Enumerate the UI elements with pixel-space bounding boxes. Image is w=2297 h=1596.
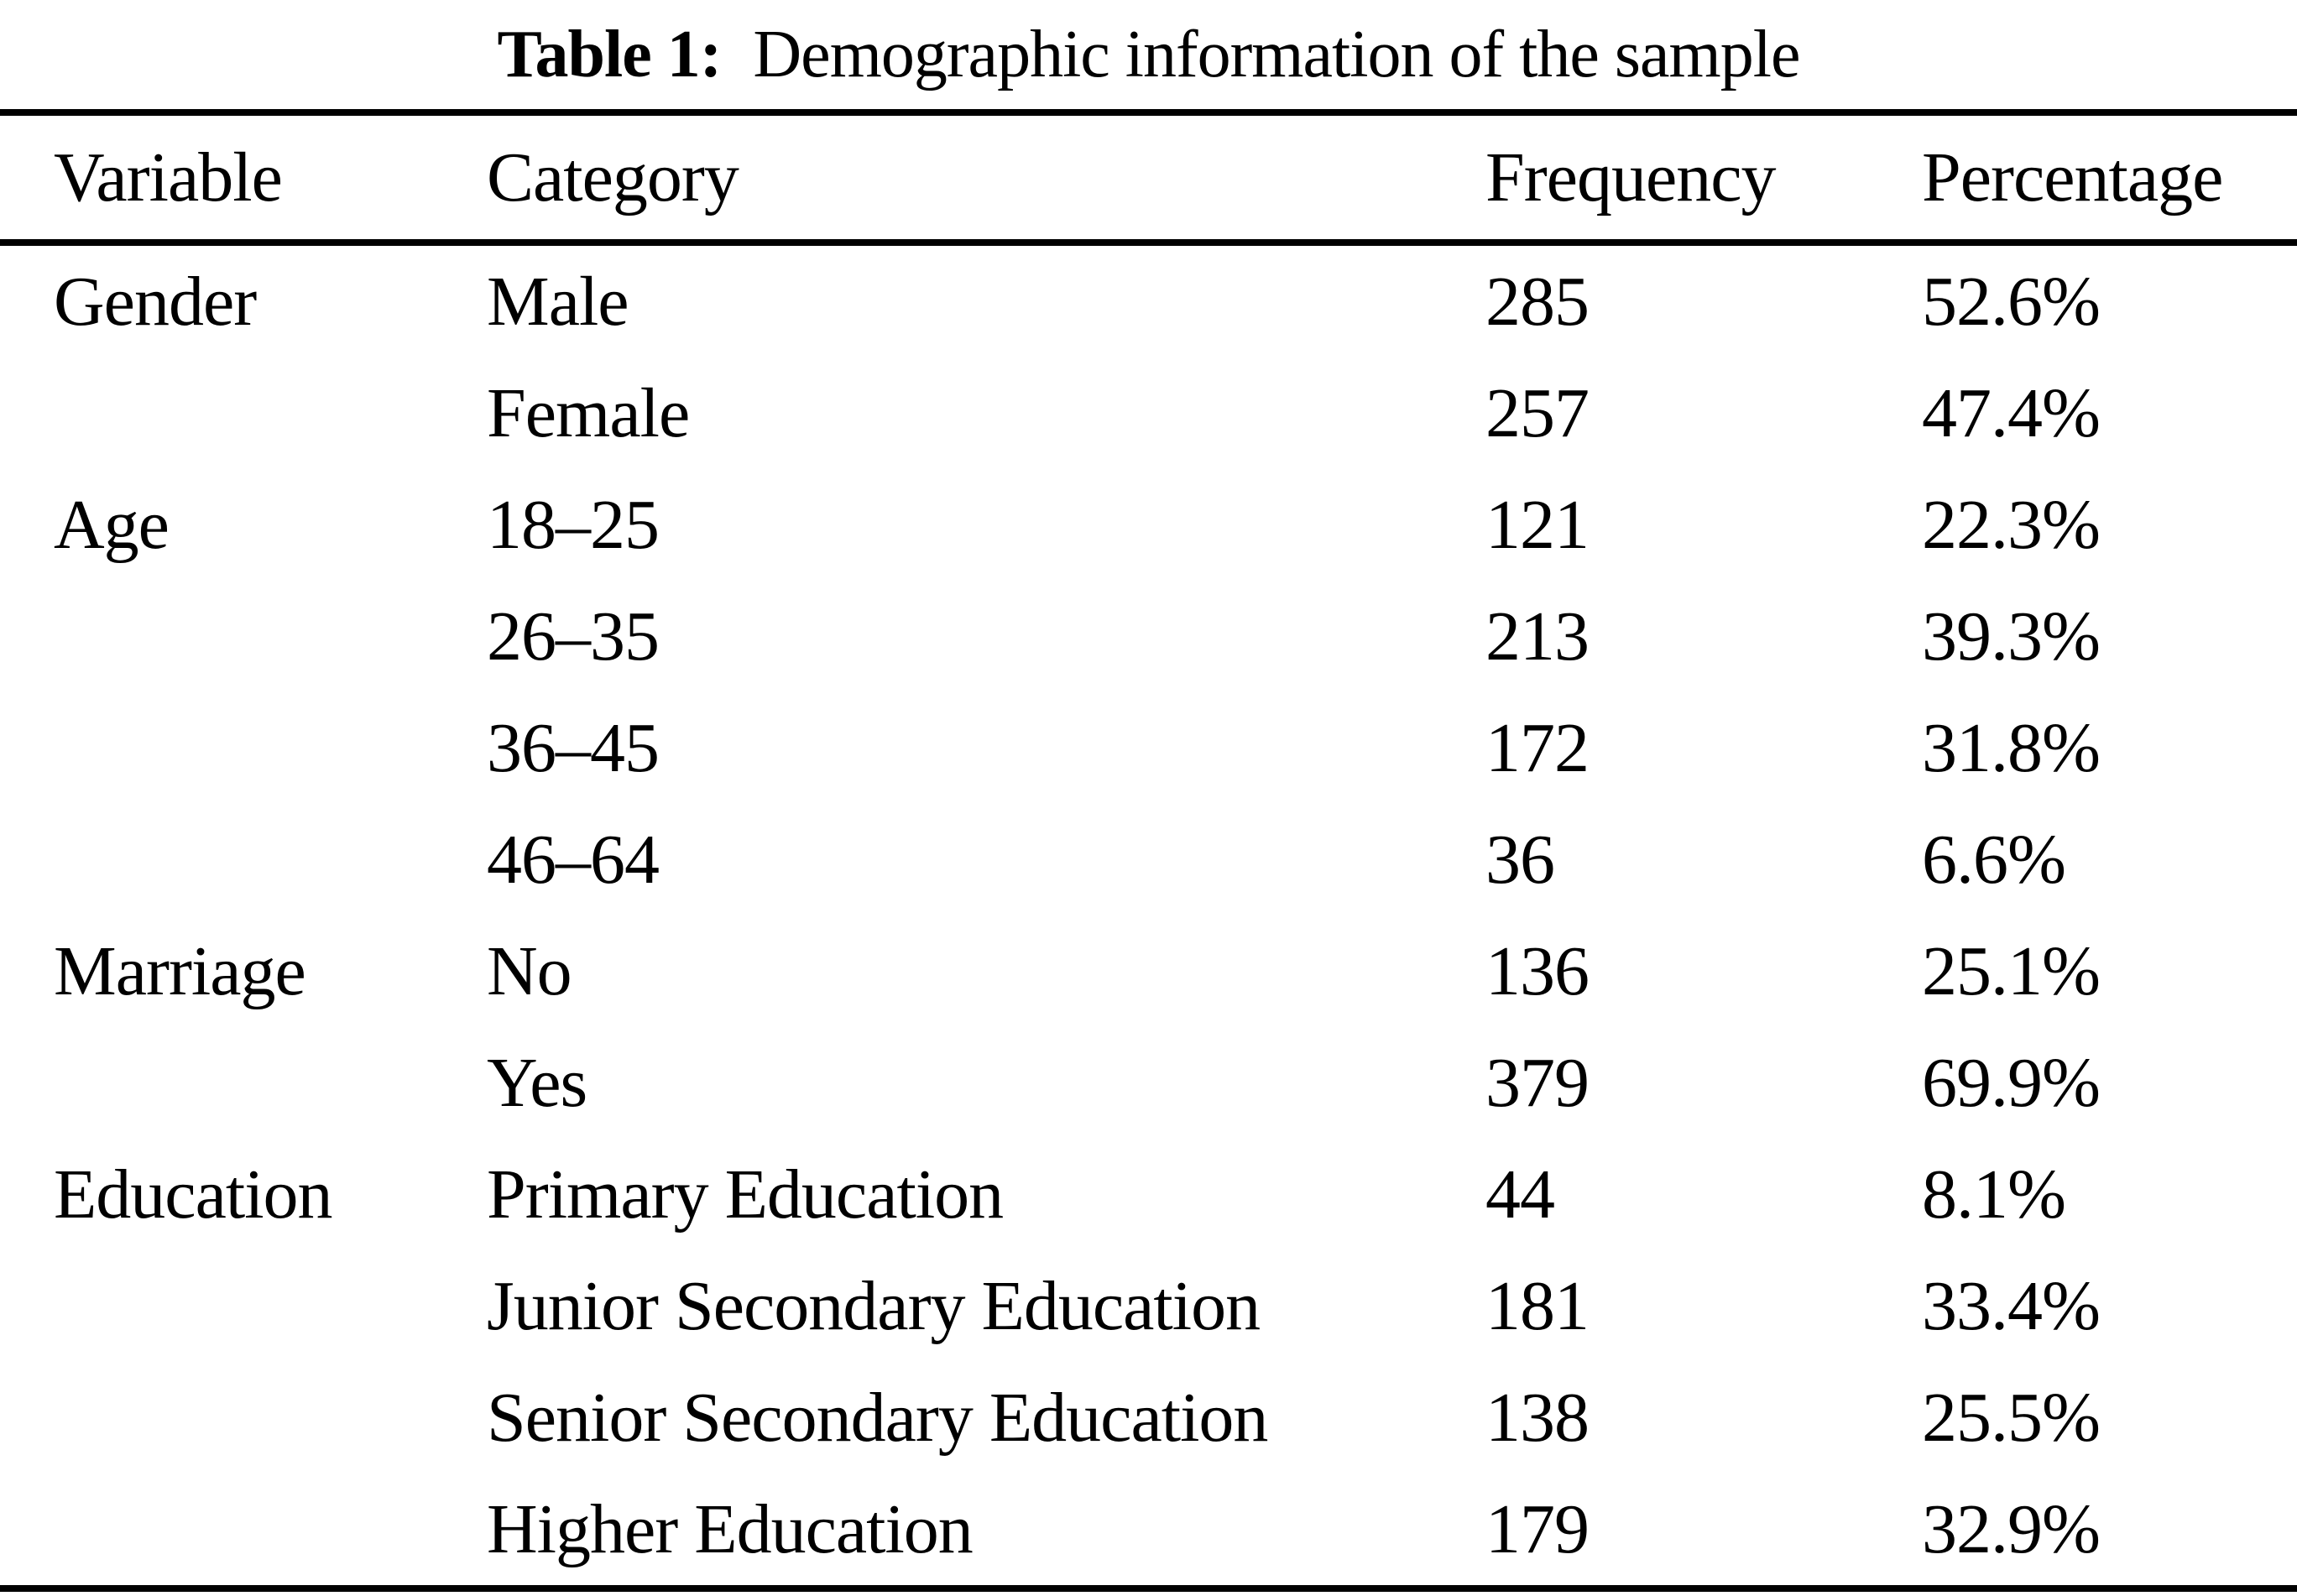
cell-frequency: 285 — [1485, 263, 1590, 341]
cell-percentage: 33.4% — [1922, 1267, 2101, 1345]
cell-variable — [0, 1473, 487, 1588]
cell-percentage: 32.9% — [1922, 1490, 2101, 1568]
table-row: Higher Education 179 32.9% — [0, 1473, 2297, 1588]
table-row: 26–35 213 39.3% — [0, 581, 2297, 692]
cell-category: Junior Secondary Education — [487, 1267, 1261, 1345]
table-header: Variable Category Frequency Percentage — [0, 112, 2297, 246]
cell-frequency: 121 — [1485, 486, 1590, 564]
column-header-variable: Variable — [0, 112, 487, 246]
cell-category: 26–35 — [487, 597, 660, 675]
cell-frequency: 257 — [1485, 374, 1590, 452]
demographics-table: Variable Category Frequency Percentage G… — [0, 109, 2297, 1592]
cell-category: 46–64 — [487, 821, 660, 899]
table-caption: Table 1: Demographic information of the … — [0, 0, 2297, 109]
cell-category: 36–45 — [487, 709, 660, 787]
table-row: Gender Male 285 52.6% — [0, 243, 2297, 357]
table-row: Junior Secondary Education 181 33.4% — [0, 1250, 2297, 1362]
table-row: Marriage No 136 25.1% — [0, 915, 2297, 1027]
table-row: Female 257 47.4% — [0, 357, 2297, 469]
cell-frequency: 44 — [1485, 1155, 1555, 1234]
cell-frequency: 136 — [1485, 932, 1590, 1010]
cell-variable — [0, 804, 487, 915]
cell-variable: Marriage — [54, 932, 306, 1010]
cell-percentage: 47.4% — [1922, 374, 2101, 452]
table-caption-label: Table 1: — [497, 17, 723, 91]
cell-variable — [0, 1250, 487, 1362]
cell-variable: Education — [54, 1155, 333, 1234]
column-header-frequency: Frequency — [1485, 112, 1922, 246]
cell-category: Higher Education — [487, 1490, 974, 1568]
cell-variable: Gender — [54, 263, 257, 341]
cell-variable: Age — [54, 486, 170, 564]
cell-percentage: 6.6% — [1922, 821, 2066, 899]
cell-frequency: 138 — [1485, 1379, 1590, 1457]
cell-category: Primary Education — [487, 1155, 1004, 1234]
cell-percentage: 8.1% — [1922, 1155, 2066, 1234]
cell-frequency: 172 — [1485, 709, 1590, 787]
table-row: Yes 379 69.9% — [0, 1027, 2297, 1139]
cell-variable — [0, 581, 487, 692]
cell-variable — [0, 692, 487, 804]
cell-percentage: 52.6% — [1922, 263, 2101, 341]
table-row: 46–64 36 6.6% — [0, 804, 2297, 915]
cell-frequency: 379 — [1485, 1044, 1590, 1122]
column-header-percentage: Percentage — [1922, 112, 2297, 246]
cell-category: No — [487, 932, 572, 1010]
cell-variable — [0, 357, 487, 469]
cell-frequency: 36 — [1485, 821, 1555, 899]
cell-frequency: 179 — [1485, 1490, 1590, 1568]
cell-percentage: 25.1% — [1922, 932, 2101, 1010]
cell-percentage: 25.5% — [1922, 1379, 2101, 1457]
header-row: Variable Category Frequency Percentage — [0, 112, 2297, 246]
cell-percentage: 69.9% — [1922, 1044, 2101, 1122]
table-row: 36–45 172 31.8% — [0, 692, 2297, 804]
table-row: Age 18–25 121 22.3% — [0, 469, 2297, 581]
cell-category: Senior Secondary Education — [487, 1379, 1268, 1457]
cell-category: Male — [487, 263, 629, 341]
column-header-category: Category — [487, 112, 1485, 246]
cell-frequency: 181 — [1485, 1267, 1590, 1345]
table-body: Gender Male 285 52.6% Female 257 47.4% Age 18–25… — [0, 243, 2297, 1588]
cell-category: 18–25 — [487, 486, 660, 564]
cell-category: Female — [487, 374, 690, 452]
cell-percentage: 22.3% — [1922, 486, 2101, 564]
table-row: Senior Secondary Education 138 25.5% — [0, 1362, 2297, 1473]
cell-variable — [0, 1027, 487, 1139]
table-caption-text: Demographic information of the sample — [721, 17, 1800, 91]
cell-percentage: 39.3% — [1922, 597, 2101, 675]
cell-percentage: 31.8% — [1922, 709, 2101, 787]
cell-variable — [0, 1362, 487, 1473]
cell-category: Yes — [487, 1044, 587, 1122]
table-row: Education Primary Education 44 8.1% — [0, 1139, 2297, 1250]
cell-frequency: 213 — [1485, 597, 1590, 675]
